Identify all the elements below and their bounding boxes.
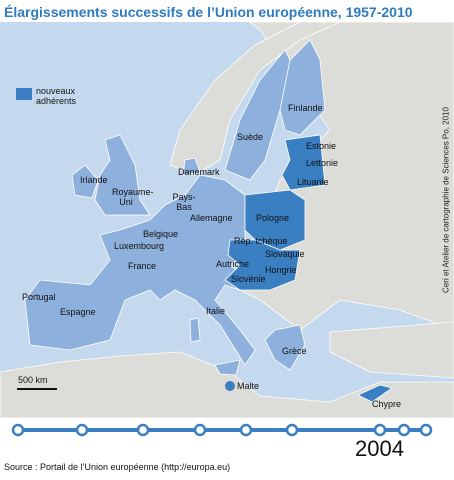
step [136,423,150,437]
country-label: Allemagne [190,213,233,223]
step [11,423,25,437]
land [0,21,454,419]
credit: Ceri et Atelier de cartographie de Scien… [441,107,451,293]
country-label: Irlande [80,175,108,185]
country-label: Hongrie [265,265,297,275]
country-label: Malte [237,381,260,391]
poland [244,189,306,251]
scale-label: 500 km [18,375,48,385]
greece [264,324,306,371]
country-label: Rép. tchèque [234,236,288,246]
sardinia [189,317,201,343]
turkey [329,321,454,379]
country-label: Autriche [216,259,250,269]
country-label: Belgique [143,229,179,239]
step [285,423,299,437]
step [239,423,253,437]
legend-label: nouveaux adhérents [36,86,77,106]
ireland [71,164,99,199]
malta [225,381,235,391]
step [193,423,207,437]
country-label: Pologne [256,213,290,223]
country-label: Estonie [306,141,337,151]
step [373,423,387,437]
country-label: Grèce [282,346,307,356]
country-label: Danemark [178,167,220,177]
title: Élargissements successifs de l’Union eur… [4,4,413,20]
timeline-year: 2004 [355,436,404,461]
country-label: Slovaquie [265,249,305,259]
step [397,423,411,437]
norway [169,21,341,176]
country-label: Suède [237,132,264,142]
uk [94,134,151,216]
legend-swatch [16,88,32,100]
step [75,423,89,437]
cyprus [357,384,393,403]
country-label: France [128,261,157,271]
country-label: Luxembourg [114,241,165,251]
timeline-steps [11,423,433,437]
country-label: Italie [206,306,226,316]
country-label: Lituanie [297,177,329,187]
country-label: Finlande [288,103,323,113]
sicily [214,359,241,376]
country-label: Espagne [60,307,96,317]
country-label: Royaume-Uni [112,187,154,207]
country-label: Slovénie [231,274,266,284]
baltics [281,134,326,191]
finland [279,39,326,136]
country-label: Chypre [372,399,402,409]
central-new [224,239,301,291]
step [419,423,433,437]
country-label: Pays-Bas [172,192,196,212]
source: Source : Portail de l’Union européenne (… [4,462,231,472]
denmark [182,157,201,176]
western-eu [24,174,256,366]
country-label: Lettonie [306,158,339,168]
country-label: Portugal [22,292,56,302]
